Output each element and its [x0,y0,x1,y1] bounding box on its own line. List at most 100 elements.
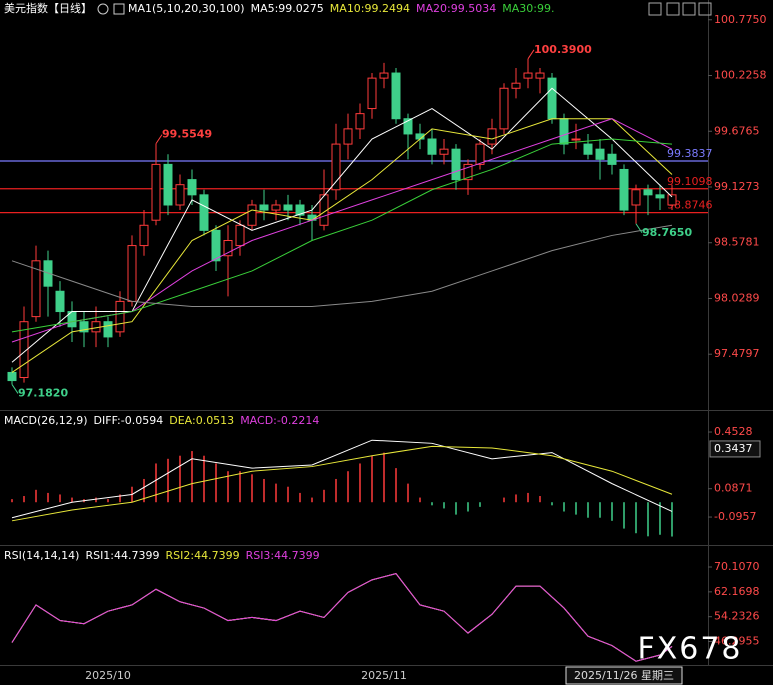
candle-body [7,371,17,382]
annotation: 100.3900 [534,43,592,56]
panel-title: MACD(26,12,9) [4,414,88,427]
candle-body [427,138,437,155]
indicator-label: MA1(5,10,20,30,100) [128,2,245,15]
y-tick-label: -0.0957 [714,510,756,523]
candle-body [655,194,665,199]
legend-entry: MA10:99.2494 [330,2,410,15]
current-value: 0.3437 [714,442,753,455]
candle-body [487,128,497,145]
toolbar[interactable] [648,2,712,16]
tool-button[interactable] [682,2,696,16]
tool-button[interactable] [666,2,680,16]
candle-body [631,189,641,206]
settings-icon [97,3,109,15]
legend-entry: RSI3:44.7399 [246,549,320,562]
candle-body [475,143,485,165]
candle-body [643,189,653,196]
candle-body [523,72,533,79]
candle-body [199,194,209,231]
y-tick-label: 98.5781 [714,236,760,249]
watermark: FX678 [637,632,742,667]
candle-body [391,72,401,120]
series-line [11,439,673,519]
y-tick-label: 100.7750 [714,13,767,26]
candle-body [319,194,329,226]
candle-body [91,321,101,333]
annotation-leader [635,223,643,234]
price-line-label: 99.3837 [667,147,713,160]
candle-body [439,148,449,155]
candle-body [103,321,113,338]
candle-body [127,245,137,302]
y-tick-label: 54.2326 [714,610,760,623]
y-tick-label: 62.1698 [714,585,760,598]
candle-body [619,168,629,211]
candle-body [331,143,341,191]
candle-body [367,77,377,110]
annotation: 99.5549 [162,128,212,141]
candle-body [511,82,521,89]
candle-body [343,128,353,145]
annotation-leader [155,134,163,144]
y-tick-label: 70.1070 [714,560,760,573]
series-line [11,445,673,522]
candle-body [547,77,557,120]
y-tick-label: 46.2955 [714,635,760,648]
annotation-leader [527,49,535,60]
tool-button[interactable] [698,2,712,16]
candle-body [247,204,257,226]
indicator-icon [113,3,125,15]
candle-body [379,72,389,79]
cursor-date: 2025/11/26 星期三 [574,669,674,682]
tool-button[interactable] [648,2,662,16]
legend-entry: MA5:99.0275 [251,2,324,15]
legend-entry: DEA:0.0513 [169,414,234,427]
candle-body [607,153,617,165]
series-line [11,573,673,662]
candle-body [283,204,293,211]
candle-body [31,260,41,318]
candle-body [115,300,125,333]
candle-body [295,204,305,216]
candle-body [55,290,65,313]
legend-entry: RSI1:44.7399 [85,549,159,562]
candle-body [667,194,677,206]
candle-body [139,224,149,247]
candle-body [175,184,185,206]
candle-body [163,163,173,206]
panel-title: 美元指数【日线】 [4,1,92,15]
candle-body [151,163,161,221]
annotation: 98.7650 [642,226,692,239]
y-tick-label: 0.4528 [714,425,753,438]
y-tick-label: 99.1273 [714,180,760,193]
legend-entry: DIFF:-0.0594 [94,414,164,427]
candle-body [187,179,197,196]
candle-body [19,321,29,379]
y-tick-label: 100.2258 [714,69,767,82]
annotation: 97.1820 [18,386,68,399]
candle-body [463,163,473,181]
series-line [11,138,673,333]
legend-entry: MACD:-0.2214 [240,414,319,427]
candle-body [403,118,413,135]
y-tick-label: 98.0289 [714,291,760,304]
candle-body [79,321,89,333]
current-value-box [709,440,761,458]
candle-body [595,148,605,160]
price-line-label: 99.1098 [667,175,713,188]
series-line [11,224,673,307]
candle-body [211,229,221,262]
series-line [11,87,673,363]
y-tick-label: 0.0871 [714,482,753,495]
y-tick-label: 97.4797 [714,347,760,360]
candle-body [499,87,509,130]
series-line [11,118,673,373]
candle-body [535,72,545,79]
candle-body [571,138,581,141]
cursor-date-box [565,666,683,685]
candle-body [355,113,365,130]
y-tick-label: 99.6765 [714,124,760,137]
candle-body [559,118,569,145]
candle-body [451,148,461,181]
